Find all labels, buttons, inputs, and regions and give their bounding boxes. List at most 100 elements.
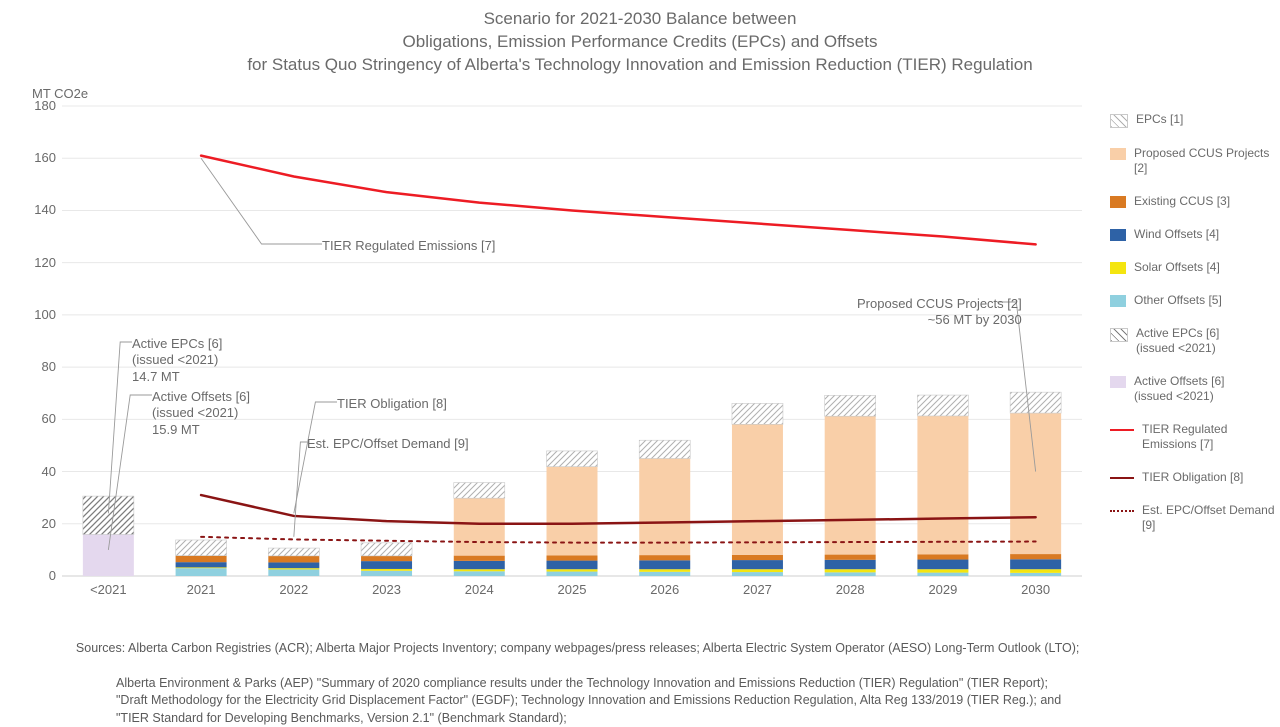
bar-wind_offsets (547, 561, 598, 570)
annotation-active-offsets-note: Active Offsets [6](issued <2021)15.9 MT (152, 389, 250, 438)
bar-other_offsets (917, 573, 968, 576)
x-tick-label: 2030 (1006, 582, 1066, 597)
y-tick-label: 100 (16, 307, 56, 322)
bar-wind_offsets (176, 562, 227, 567)
legend-item-tier_obligation: TIER Obligation [8] (1110, 470, 1280, 485)
bar-wind_offsets (268, 562, 319, 568)
bar-active_epcs (83, 496, 134, 534)
legend-item-active_offsets: Active Offsets [6](issued <2021) (1110, 374, 1280, 404)
sources-block: Sources: Alberta Carbon Registries (ACR)… (62, 622, 1079, 727)
bar-epcs (639, 440, 690, 458)
bar-solar_offsets (732, 569, 783, 572)
legend-label: Solar Offsets [4] (1134, 260, 1220, 275)
legend-label: Est. EPC/Offset Demand [9] (1142, 503, 1280, 533)
legend-swatch (1110, 376, 1126, 388)
bar-existing_ccus (454, 556, 505, 561)
legend-swatch (1110, 229, 1126, 241)
bar-existing_ccus (547, 555, 598, 560)
x-tick-label: 2028 (820, 582, 880, 597)
annotation-leader (108, 342, 132, 513)
bar-existing_ccus (361, 556, 412, 561)
bar-proposed_ccus (454, 498, 505, 555)
annotation-epc-demand-note: Est. EPC/Offset Demand [9] (307, 436, 469, 452)
bar-other_offsets (176, 568, 227, 576)
sources-text-2: "Draft Methodology for the Electricity G… (116, 693, 1061, 707)
legend-swatch (1110, 510, 1134, 512)
legend-swatch (1110, 262, 1126, 274)
legend-item-active_epcs: Active EPCs [6](issued <2021) (1110, 326, 1280, 356)
bar-other_offsets (268, 569, 319, 576)
bar-existing_ccus (825, 555, 876, 560)
legend-swatch (1110, 429, 1134, 431)
title-line-1: Scenario for 2021-2030 Balance between (0, 8, 1280, 31)
bar-proposed_ccus (825, 416, 876, 554)
bar-epcs (732, 403, 783, 424)
bar-solar_offsets (825, 569, 876, 572)
y-tick-label: 20 (16, 516, 56, 531)
bar-solar_offsets (547, 569, 598, 571)
bar-existing_ccus (732, 555, 783, 560)
bar-solar_offsets (176, 567, 227, 568)
bar-other_offsets (639, 572, 690, 576)
x-tick-label: 2024 (449, 582, 509, 597)
bar-solar_offsets (454, 569, 505, 571)
legend-label: Wind Offsets [4] (1134, 227, 1219, 242)
annotation-leader (201, 158, 322, 244)
bar-epcs (1010, 392, 1061, 413)
y-tick-label: 120 (16, 255, 56, 270)
bar-wind_offsets (917, 560, 968, 570)
legend-swatch (1110, 295, 1126, 307)
bar-other_offsets (825, 572, 876, 576)
legend-label: EPCs [1] (1136, 112, 1183, 127)
bar-solar_offsets (917, 569, 968, 572)
bar-epcs (454, 483, 505, 499)
annotation-tier-reg-note: TIER Regulated Emissions [7] (322, 238, 495, 254)
y-tick-label: 0 (16, 568, 56, 583)
y-tick-label: 180 (16, 98, 56, 113)
sources-text-0: Alberta Carbon Registries (ACR); Alberta… (128, 641, 1079, 655)
bar-epcs (176, 540, 227, 556)
legend-label: Other Offsets [5] (1134, 293, 1222, 308)
y-tick-label: 60 (16, 411, 56, 426)
x-tick-label: 2025 (542, 582, 602, 597)
bar-wind_offsets (639, 560, 690, 569)
legend-item-epc_demand: Est. EPC/Offset Demand [9] (1110, 503, 1280, 533)
title-line-3: for Status Quo Stringency of Alberta's T… (0, 54, 1280, 77)
legend-label: Proposed CCUS Projects [2] (1134, 146, 1280, 176)
line-epc_demand (201, 537, 1036, 543)
line-tier_regulated (201, 156, 1036, 245)
bar-existing_ccus (1010, 554, 1061, 559)
sources-line: "Draft Methodology for the Electricity G… (62, 692, 1079, 710)
legend-item-other_offsets: Other Offsets [5] (1110, 293, 1280, 308)
legend-label: Active Offsets [6](issued <2021) (1134, 374, 1224, 404)
legend-item-wind_offsets: Wind Offsets [4] (1110, 227, 1280, 242)
bar-solar_offsets (1010, 569, 1061, 573)
chart-title: Scenario for 2021-2030 Balance between O… (0, 8, 1280, 77)
x-tick-label: 2026 (635, 582, 695, 597)
annotation-leader (294, 402, 337, 513)
bar-other_offsets (1010, 573, 1061, 576)
bar-proposed_ccus (732, 424, 783, 555)
legend-swatch (1110, 114, 1128, 128)
legend-label: TIER Obligation [8] (1142, 470, 1243, 485)
legend-item-proposed_ccus: Proposed CCUS Projects [2] (1110, 146, 1280, 176)
bar-other_offsets (454, 571, 505, 576)
bar-epcs (268, 548, 319, 556)
y-tick-label: 80 (16, 359, 56, 374)
x-tick-label: <2021 (78, 582, 138, 597)
annotation-tier-obl-note: TIER Obligation [8] (337, 396, 447, 412)
bar-active_offsets (83, 534, 134, 576)
y-tick-label: 140 (16, 202, 56, 217)
title-line-2: Obligations, Emission Performance Credit… (0, 31, 1280, 54)
bar-existing_ccus (917, 554, 968, 559)
bar-epcs (361, 543, 412, 556)
legend-item-existing_ccus: Existing CCUS [3] (1110, 194, 1280, 209)
chart-legend: EPCs [1] Proposed CCUS Projects [2] Existi… (1110, 112, 1280, 551)
bar-epcs (825, 395, 876, 416)
bar-wind_offsets (825, 560, 876, 569)
bar-wind_offsets (732, 560, 783, 569)
bar-epcs (547, 451, 598, 467)
bar-proposed_ccus (1010, 413, 1061, 554)
x-tick-label: 2022 (264, 582, 324, 597)
legend-label: Active EPCs [6](issued <2021) (1136, 326, 1219, 356)
